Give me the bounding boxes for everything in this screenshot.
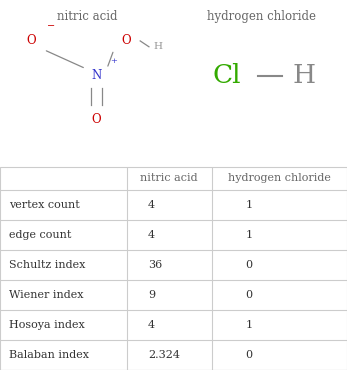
- Text: −: −: [47, 22, 55, 31]
- Text: N: N: [91, 70, 102, 83]
- Text: Hosoya index: Hosoya index: [9, 320, 84, 330]
- Text: 4: 4: [148, 320, 155, 330]
- Text: 0: 0: [245, 350, 253, 360]
- Text: O: O: [121, 34, 131, 47]
- Text: H: H: [293, 64, 316, 88]
- Text: hydrogen chloride: hydrogen chloride: [206, 10, 316, 23]
- Text: 9: 9: [148, 290, 155, 300]
- Text: vertex count: vertex count: [9, 200, 79, 210]
- Text: 0: 0: [245, 260, 253, 270]
- Text: 1: 1: [245, 200, 253, 210]
- Text: O: O: [92, 113, 101, 126]
- Text: nitric acid: nitric acid: [140, 173, 198, 183]
- Text: 0: 0: [245, 290, 253, 300]
- Text: 2.324: 2.324: [148, 350, 180, 360]
- Text: hydrogen chloride: hydrogen chloride: [228, 173, 331, 183]
- Text: 4: 4: [148, 200, 155, 210]
- Text: 1: 1: [245, 320, 253, 330]
- Text: H: H: [153, 42, 162, 51]
- Text: Schultz index: Schultz index: [9, 260, 85, 270]
- Text: Wiener index: Wiener index: [9, 290, 83, 300]
- Text: edge count: edge count: [9, 230, 71, 240]
- Text: +: +: [110, 57, 117, 65]
- Text: Cl: Cl: [212, 64, 241, 88]
- Text: O: O: [27, 34, 36, 47]
- Text: 1: 1: [245, 230, 253, 240]
- Text: 36: 36: [148, 260, 162, 270]
- Text: nitric acid: nitric acid: [57, 10, 118, 23]
- Text: 4: 4: [148, 230, 155, 240]
- Text: Balaban index: Balaban index: [9, 350, 89, 360]
